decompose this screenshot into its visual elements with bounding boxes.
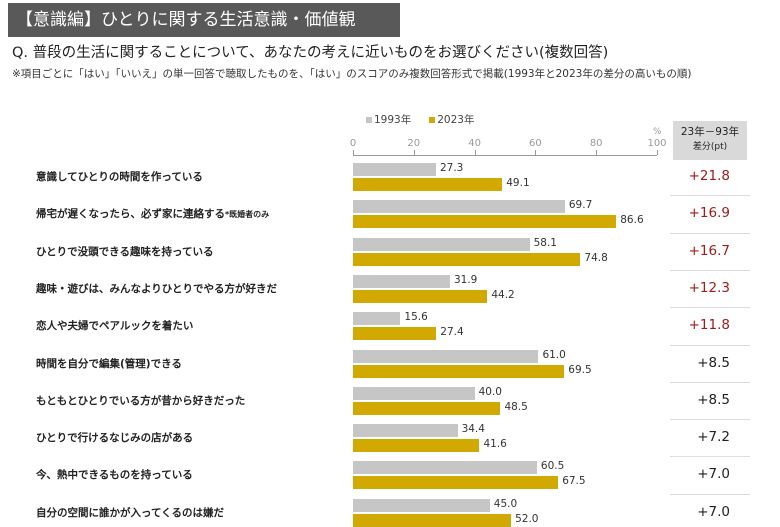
diff-value: +21.8 <box>688 168 730 184</box>
value-label-1993: 15.6 <box>404 311 428 324</box>
legend-label-2023: 2023年 <box>437 114 475 126</box>
category-label: 恋人や夫婦でペアルックを着たい <box>36 320 194 333</box>
legend-label-1993: 1993年 <box>374 114 412 126</box>
x-tick-mark <box>413 150 415 155</box>
legend-item-2023: 2023年 <box>429 112 474 127</box>
bar-2023 <box>353 252 581 266</box>
bar-1993 <box>353 386 475 400</box>
value-label-2023: 49.1 <box>506 177 530 189</box>
bar-1993 <box>353 163 436 176</box>
category-label: 自分の空間に誰かが入ってくるのは嫌だ <box>36 506 224 519</box>
x-tick-label: 0 <box>349 138 357 149</box>
bar-2023 <box>353 364 565 378</box>
category-label: もともとひとりでいる方が昔から好きだった <box>36 394 246 407</box>
bar-1993 <box>353 274 450 288</box>
value-label-1993: 61.0 <box>542 348 566 361</box>
category-label: ひとりで行けるなじみの店がある <box>36 432 194 445</box>
x-axis <box>353 155 657 156</box>
x-tick-mark <box>535 150 537 155</box>
value-label-1993: 69.7 <box>568 199 593 212</box>
category-note: *既婚者のみ <box>225 210 270 220</box>
diff-value: +11.8 <box>688 317 730 334</box>
unit-label: % <box>653 127 662 137</box>
bar-1993 <box>353 498 490 512</box>
diff-value: +7.0 <box>697 466 730 483</box>
legend-swatch-2023 <box>429 117 436 123</box>
title-banner: 【意識編】ひとりに関する生活意識・価値観 <box>8 3 400 37</box>
bar-2023 <box>353 476 559 490</box>
value-label-2023: 41.6 <box>483 438 507 451</box>
legend: 1993年 2023年 <box>366 112 474 127</box>
row-separator <box>670 232 750 234</box>
bar-2023 <box>353 401 501 415</box>
row-separator <box>670 456 750 458</box>
x-tick-label: 20 <box>407 138 421 149</box>
row-separator <box>670 419 750 421</box>
diff-header: 23年－93年 差分(pt) <box>673 121 747 160</box>
value-label-2023: 44.2 <box>491 288 515 301</box>
diff-value: +7.2 <box>697 429 730 446</box>
value-label-2023: 74.8 <box>584 251 608 264</box>
diff-value: +7.0 <box>697 503 730 520</box>
value-label-1993: 31.9 <box>453 273 478 286</box>
value-label-1993: 45.0 <box>493 497 518 510</box>
bar-1993 <box>353 312 401 326</box>
value-label-2023: 48.5 <box>504 400 528 413</box>
value-label-2023: 27.4 <box>440 326 464 339</box>
x-tick-label: 40 <box>468 138 481 149</box>
value-label-2023: 52.0 <box>515 512 539 525</box>
category-label: 意識してひとりの時間を作っている <box>36 171 203 183</box>
row-separator <box>670 381 750 383</box>
value-label-1993: 34.4 <box>461 423 485 436</box>
value-label-1993: 27.3 <box>439 162 464 174</box>
x-tick-label: 60 <box>529 138 542 149</box>
bar-2023 <box>353 178 503 191</box>
diff-value: +16.7 <box>688 242 730 259</box>
bar-1993 <box>353 349 539 363</box>
diff-value: +16.9 <box>688 205 730 222</box>
diff-value: +12.3 <box>688 279 730 296</box>
value-label-1993: 58.1 <box>533 236 557 249</box>
category-label: 趣味・遊びは、みんなよりひとりでやる方が好きだ <box>36 282 277 295</box>
bar-2023 <box>353 215 617 229</box>
question-text: Q. 普段の生活に関することについて、あなたの考えに近いものをお選びください(複… <box>12 45 609 61</box>
bar-2023 <box>353 289 488 303</box>
bar-1993 <box>353 237 530 251</box>
diff-header-sub: 差分(pt) <box>692 142 728 152</box>
diff-header-title: 23年－93年 <box>680 126 740 138</box>
category-label: ひとりで没頭できる趣味を持っている <box>36 245 214 258</box>
value-label-2023: 69.5 <box>568 363 592 376</box>
bar-1993 <box>353 200 565 214</box>
row-separator <box>670 493 750 495</box>
row-separator <box>670 307 750 309</box>
note-text: ※項目ごとに「はい」「いいえ」の単一回答で聴取したものを、「はい」のスコアのみ複… <box>12 68 692 80</box>
x-tick-label: 80 <box>589 138 603 149</box>
bar-1993 <box>353 424 458 438</box>
bar-2023 <box>353 327 437 341</box>
legend-item-1993: 1993年 <box>366 112 411 127</box>
x-tick-mark <box>474 150 476 155</box>
value-label-2023: 86.6 <box>620 214 644 227</box>
x-tick-mark <box>657 150 658 155</box>
category-label: 帰宅が遅くなったら、必ず家に連絡する*既婚者のみ <box>36 208 270 221</box>
row-separator <box>670 269 750 271</box>
value-label-2023: 67.5 <box>562 475 586 488</box>
row-separator <box>670 195 750 197</box>
value-label-1993: 40.0 <box>478 385 502 398</box>
diff-value: +8.5 <box>697 354 730 371</box>
category-label: 今、熱中できるものを持っている <box>36 469 193 482</box>
category-label: 時間を自分で編集(管理)できる <box>36 357 182 370</box>
x-tick-label: 100 <box>647 138 667 149</box>
x-tick-mark <box>353 150 354 155</box>
bar-2023 <box>353 439 480 453</box>
diff-value: +8.5 <box>697 391 730 408</box>
bar-1993 <box>353 461 537 475</box>
row-separator <box>670 344 750 346</box>
bar-2023 <box>353 513 512 527</box>
x-tick-mark <box>596 150 598 155</box>
legend-swatch-1993 <box>366 117 372 123</box>
value-label-1993: 60.5 <box>540 460 565 473</box>
